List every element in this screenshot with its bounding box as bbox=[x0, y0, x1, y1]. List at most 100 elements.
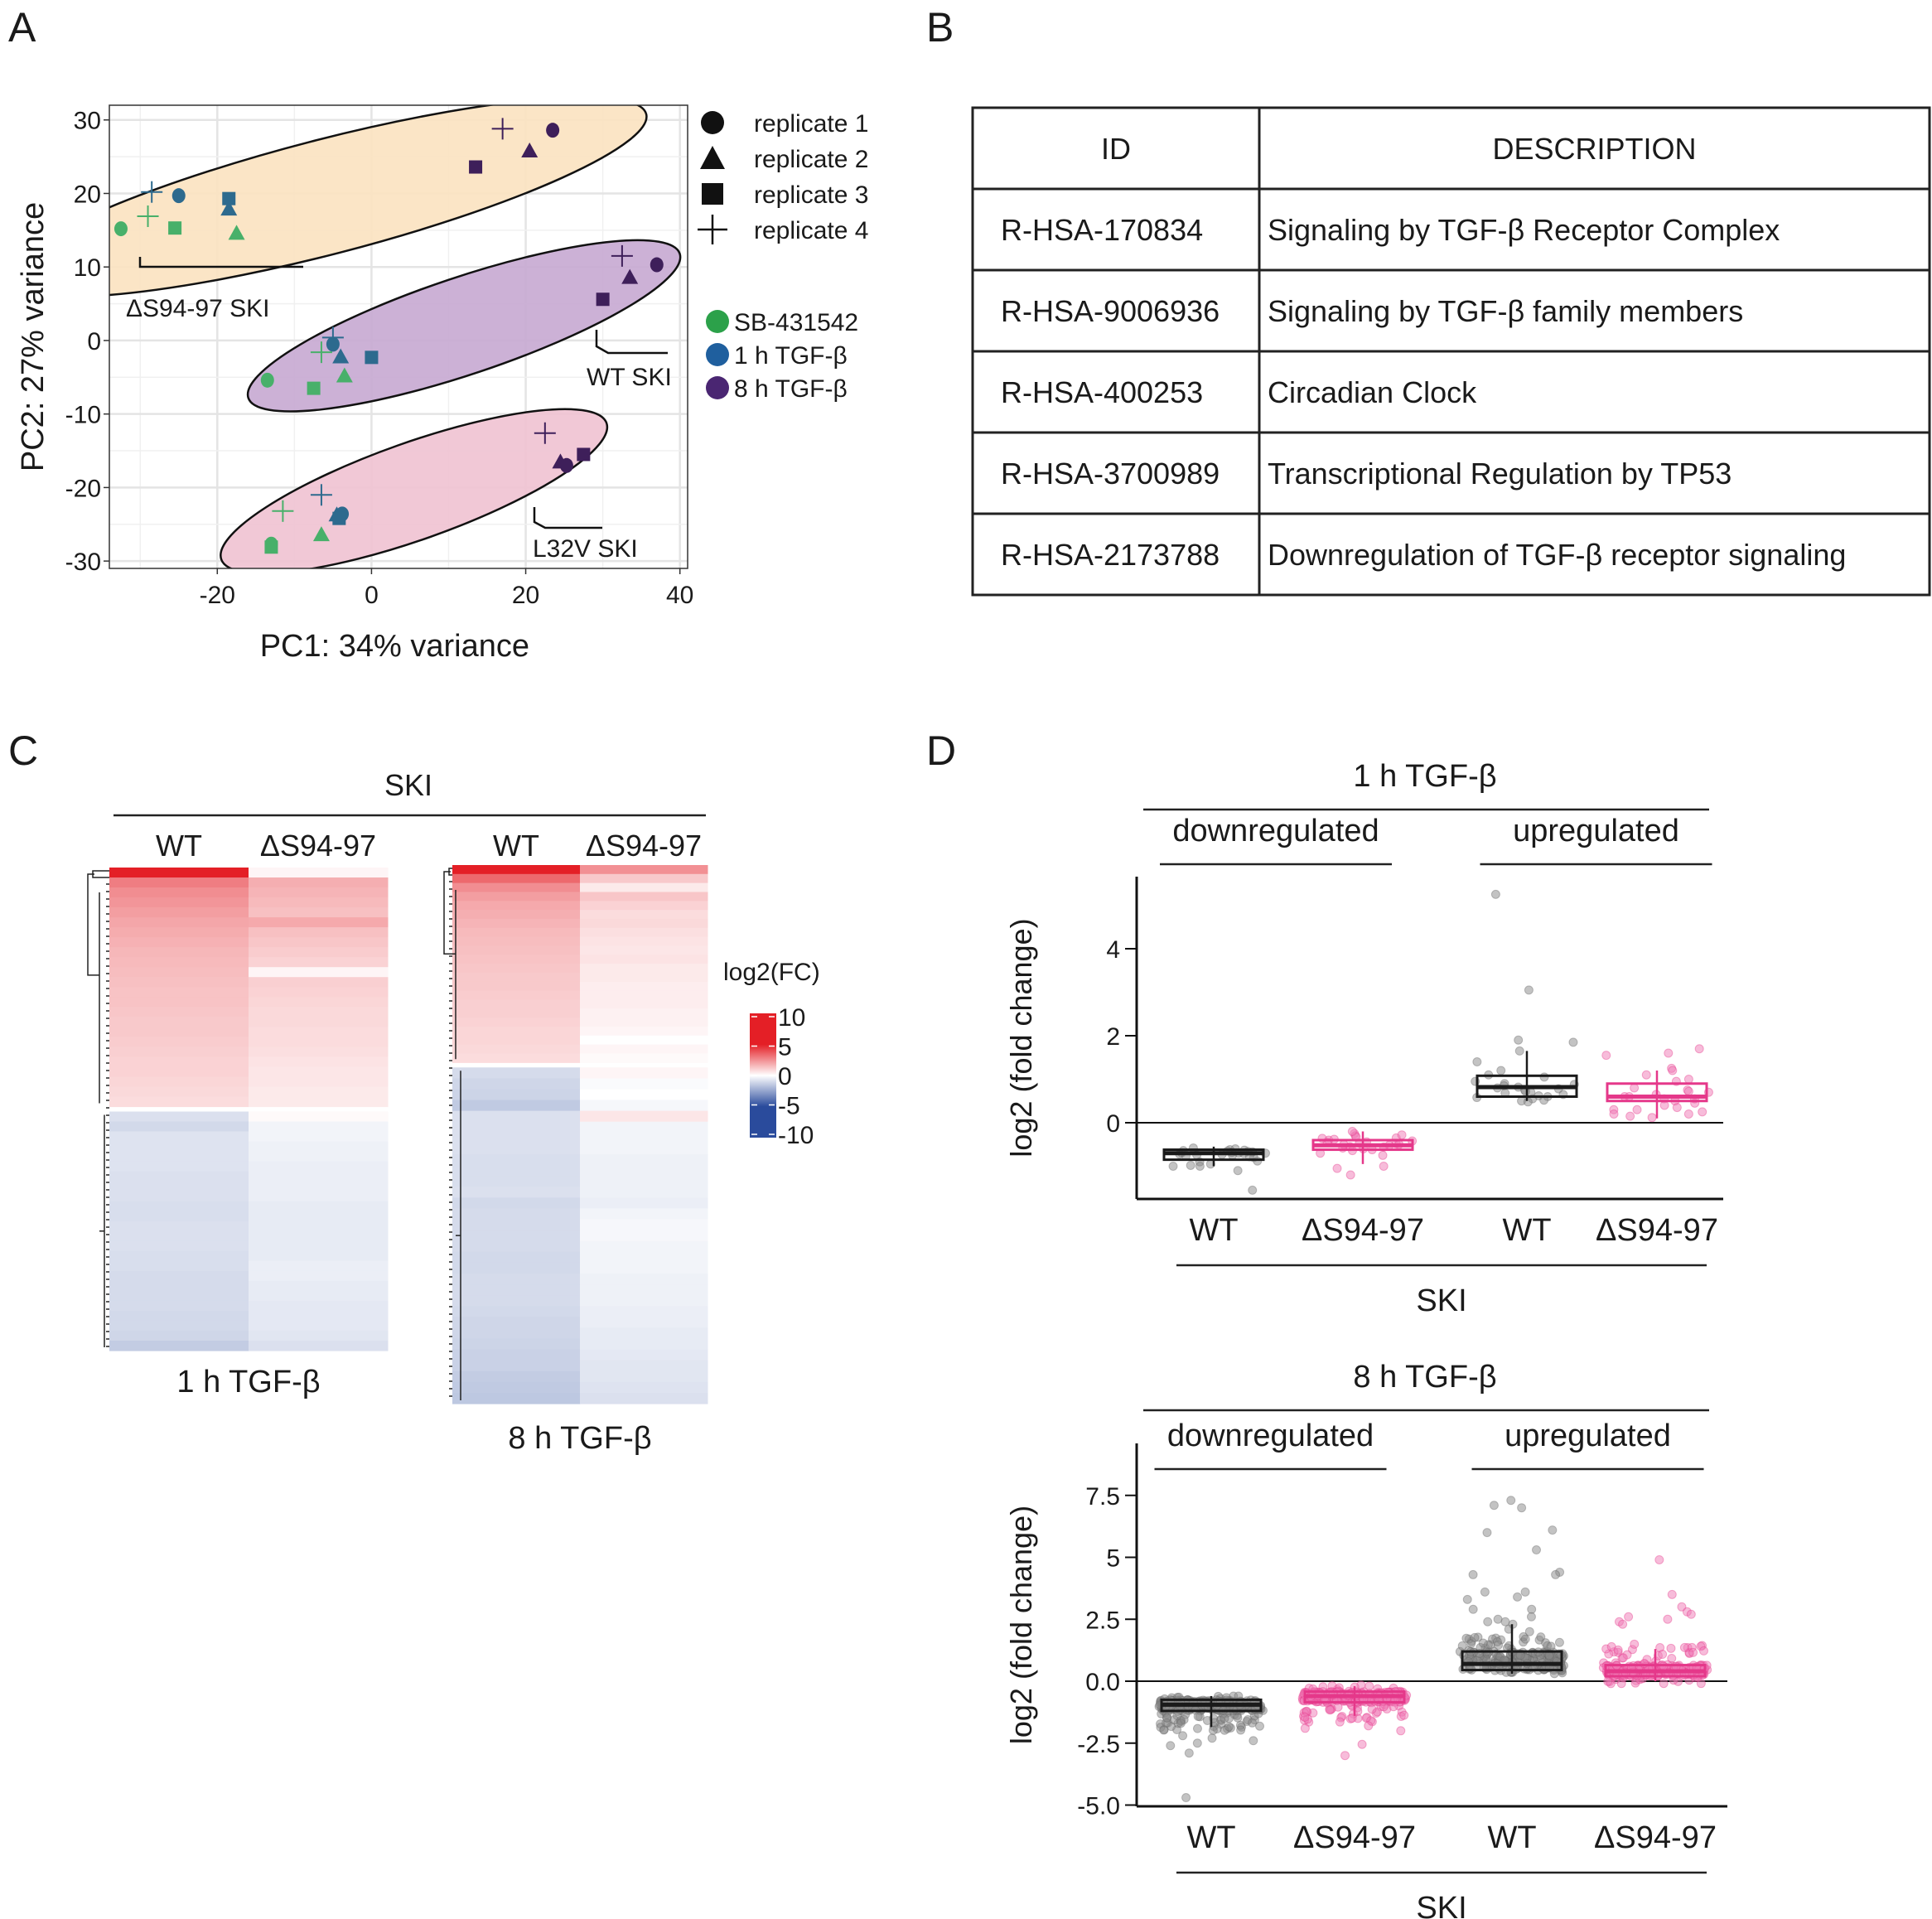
jitter-point bbox=[1514, 1046, 1524, 1056]
heatmap-cell-mut bbox=[580, 981, 708, 992]
heatmap-cell-wt bbox=[452, 990, 581, 1001]
point-triangle bbox=[621, 268, 639, 284]
heatmap-cell-mut bbox=[249, 1161, 389, 1172]
heatmap-cell-wt bbox=[452, 1197, 581, 1210]
plot-frame bbox=[109, 104, 688, 569]
y-tick-label: 0 bbox=[1106, 1110, 1120, 1138]
y-tick-label: 2.5 bbox=[1085, 1607, 1120, 1634]
heatmap-cell-mut bbox=[249, 907, 389, 918]
x-tick-label: 0 bbox=[365, 582, 379, 609]
dendrogram bbox=[87, 870, 109, 1347]
jitter-point bbox=[1378, 1150, 1388, 1160]
heatmap-cell-wt bbox=[109, 1131, 249, 1143]
pca-plot: ΔS94-97 SKI WT SKI L32V SKI -20 0 20 40 30 20 10 0… bbox=[16, 104, 868, 664]
jitter-point bbox=[1184, 1748, 1194, 1758]
boxplot-1h: 1 h TGF-β downregulated upregulated 0 2 4 log2… bbox=[1004, 759, 1723, 1318]
heatmap-cell-wt bbox=[109, 997, 249, 1008]
jitter-point bbox=[1520, 1587, 1530, 1597]
heatmap-cell-mut bbox=[580, 1100, 708, 1112]
heatmap-cell-wt bbox=[452, 1295, 581, 1307]
heatmap-cell-wt bbox=[109, 967, 249, 978]
point-square bbox=[264, 540, 278, 554]
jitter-point bbox=[1654, 1554, 1664, 1564]
panel-label-b: B bbox=[926, 4, 954, 51]
heatmap-cell-wt bbox=[109, 1056, 249, 1068]
point-circle bbox=[171, 188, 186, 204]
jitter-point bbox=[1461, 1633, 1471, 1643]
y-tick-label: -10 bbox=[65, 402, 101, 429]
point-square bbox=[469, 160, 483, 174]
box-3 bbox=[1601, 1044, 1713, 1123]
jitter-point bbox=[1220, 1714, 1229, 1723]
heatmap-cell-mut bbox=[580, 1219, 708, 1231]
jitter-point bbox=[1524, 1627, 1534, 1636]
box-1 bbox=[1311, 1127, 1418, 1180]
ellipse-layer bbox=[109, 105, 682, 568]
x-tick-label: WT bbox=[1186, 1820, 1235, 1855]
jitter-point bbox=[1683, 1075, 1693, 1084]
heatmap-cell-mut bbox=[249, 1211, 389, 1222]
jitter-point bbox=[1396, 1726, 1406, 1736]
y-tick-label: 20 bbox=[74, 181, 101, 208]
jitter-point bbox=[1325, 1705, 1335, 1715]
heatmap-cell-wt bbox=[109, 917, 249, 928]
x-tick-label: WT bbox=[1487, 1820, 1536, 1855]
table-header-id: ID bbox=[1101, 132, 1131, 166]
heatmap-cell-mut bbox=[249, 957, 389, 968]
jitter-point bbox=[1468, 1604, 1478, 1614]
heatmap-cell-mut bbox=[580, 1392, 708, 1404]
box-0 bbox=[1154, 1691, 1268, 1803]
jitter-point bbox=[1345, 1170, 1355, 1180]
legend-label: replicate 4 bbox=[754, 217, 868, 244]
point-circle bbox=[650, 257, 664, 273]
point-triangle bbox=[521, 143, 539, 158]
point-triangle bbox=[312, 526, 330, 542]
x-tick-label: WT bbox=[1189, 1213, 1238, 1248]
group-leader-line bbox=[595, 330, 668, 355]
jitter-point bbox=[1632, 1105, 1642, 1114]
heatmap-cell-wt bbox=[452, 981, 581, 992]
point-square bbox=[222, 191, 236, 205]
heatmap-legend-tick-label: -10 bbox=[778, 1122, 814, 1149]
jitter-point bbox=[1166, 1741, 1176, 1751]
heatmap-cell-mut bbox=[580, 1110, 708, 1123]
heatmap-cell-mut bbox=[580, 1338, 708, 1351]
heatmap-cell-mut bbox=[249, 1270, 389, 1282]
jitter-point bbox=[1335, 1717, 1345, 1727]
heatmap-cell-mut bbox=[580, 910, 708, 920]
heatmap-title: 8 h TGF-β bbox=[508, 1421, 651, 1456]
heatmap-cell-mut bbox=[580, 1381, 708, 1394]
heatmap-cell-wt bbox=[109, 1290, 249, 1302]
jitter-point bbox=[1548, 1525, 1558, 1535]
jitter-point bbox=[1667, 1589, 1677, 1599]
heatmap-cell-wt bbox=[109, 1250, 249, 1262]
heatmap-cell-mut bbox=[580, 1284, 708, 1296]
heatmap-cell-wt bbox=[452, 936, 581, 947]
heatmap-cell-wt bbox=[109, 937, 249, 948]
heatmap-cell-wt bbox=[452, 1132, 581, 1144]
heatmap-cell-wt bbox=[452, 1370, 581, 1383]
heatmap-cell-mut bbox=[249, 917, 389, 928]
jitter-point bbox=[1490, 889, 1500, 899]
jitter-point bbox=[1249, 1736, 1258, 1746]
point-circle bbox=[559, 457, 573, 473]
heatmap-cell-wt bbox=[452, 1360, 581, 1372]
panel-label-a: A bbox=[8, 4, 36, 51]
heatmap-cell-mut bbox=[580, 1044, 708, 1055]
jitter-point bbox=[1666, 1643, 1676, 1653]
group-ellipse-2 bbox=[220, 408, 609, 568]
jitter-point bbox=[1500, 1617, 1510, 1627]
heatmap-cell-wt bbox=[109, 1221, 249, 1232]
heatmap-cell-wt bbox=[109, 1066, 249, 1078]
box-rect bbox=[1606, 1082, 1708, 1103]
jitter-point bbox=[1698, 1107, 1707, 1117]
heatmap-cell-mut bbox=[580, 1153, 708, 1166]
heatmap-cell-wt bbox=[109, 1310, 249, 1322]
jitter-point bbox=[1300, 1723, 1310, 1733]
heatmap-cell-mut bbox=[249, 868, 389, 878]
jitter-point bbox=[1664, 1048, 1674, 1058]
heatmap-cell-mut bbox=[580, 955, 708, 964]
heatmap-cell-mut bbox=[249, 1201, 389, 1212]
y-tick-label: 0.0 bbox=[1085, 1669, 1120, 1696]
